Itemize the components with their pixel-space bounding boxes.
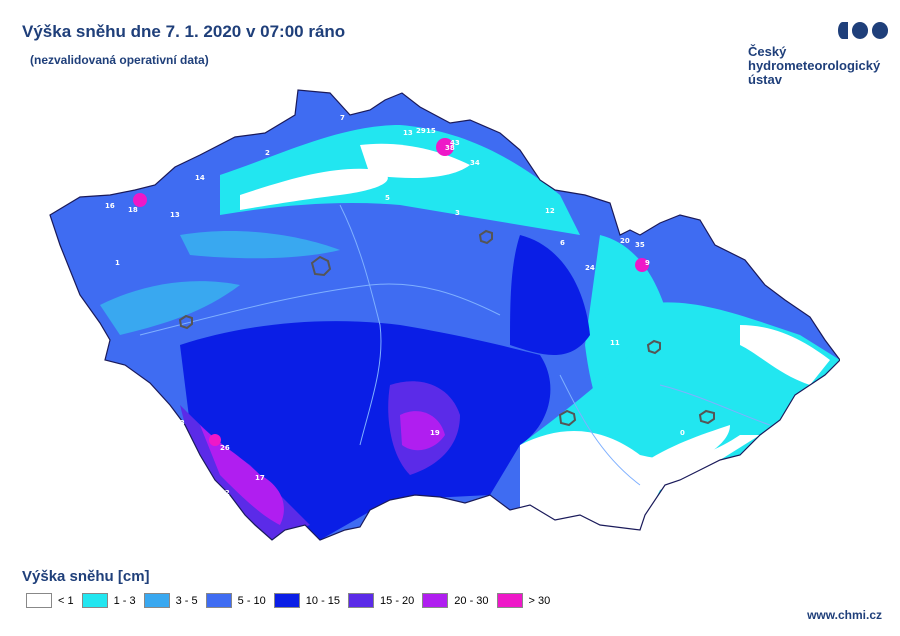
legend-swatch: [205, 593, 232, 608]
station-value: 9: [645, 259, 650, 267]
station-value: 7: [340, 114, 345, 122]
legend-swatch: [348, 593, 375, 608]
station-value: 17: [255, 474, 265, 482]
legend-swatch: [422, 593, 449, 608]
legend-item: < 1: [26, 593, 74, 608]
legend-label: 20 - 30: [454, 594, 489, 607]
station-value: 22: [220, 489, 230, 497]
station-value: 3: [455, 209, 460, 217]
logo-line-3: ústav: [748, 72, 782, 87]
page-title: Výška sněhu dne 7. 1. 2020 v 07:00 ráno: [22, 22, 346, 41]
station-value: 26: [220, 444, 230, 452]
legend-swatch: [143, 593, 170, 608]
legend-item: > 30: [496, 593, 551, 608]
station-value: 19: [430, 429, 440, 437]
city-praha: [310, 255, 332, 277]
legend-item: 1 - 3: [81, 593, 136, 608]
footer-link[interactable]: www.chmi.cz: [807, 608, 882, 622]
station-value: 38: [445, 144, 455, 152]
logo-line-1: Český: [748, 44, 787, 59]
station-value: 8: [384, 147, 389, 155]
station-value: 23: [175, 419, 185, 427]
legend-label: 15 - 20: [380, 594, 415, 607]
legend-label: 5 - 10: [237, 594, 266, 607]
station-value: 43: [450, 139, 460, 147]
city-zlin: [698, 409, 715, 425]
station-value: 13: [170, 211, 180, 219]
station-value: 18: [128, 206, 138, 214]
legend-title: Výška sněhu [cm]: [22, 568, 150, 585]
station-value: 0: [680, 429, 685, 437]
logo-mark-icon: [838, 22, 889, 39]
station-value: 12: [545, 207, 555, 215]
legend-item: 5 - 10: [205, 593, 266, 608]
station-value: 14: [195, 174, 205, 182]
legend-swatch: [26, 593, 52, 608]
station-value: 4: [420, 167, 425, 175]
legend: < 1 1 - 3 3 - 5 5 - 10 10 - 15 15 - 20 20 - 30…: [26, 593, 558, 608]
station-value: 24: [585, 264, 595, 272]
city-olomouc: [646, 339, 661, 355]
legend-item: 10 - 15: [273, 593, 341, 608]
legend-item: 15 - 20: [348, 593, 414, 608]
station-value: 1: [115, 259, 120, 267]
legend-label: 1 - 3: [113, 594, 136, 607]
station-value: 29: [416, 127, 426, 135]
station-value: 2: [265, 149, 270, 157]
chmi-logo[interactable]: Český hydrometeorologický ústav: [748, 22, 889, 87]
station-value: 5: [385, 194, 390, 202]
legend-label: 3 - 5: [175, 594, 198, 607]
station-value: 15: [426, 127, 436, 135]
station-value: 6: [560, 239, 565, 247]
page-subtitle: (nezvalidovaná operativní data): [30, 53, 209, 67]
station-value: 16: [105, 202, 115, 210]
station-value: 10: [128, 183, 138, 191]
station-value: 30: [190, 464, 200, 472]
city-plzen: [178, 314, 193, 330]
legend-label: > 30: [528, 594, 551, 607]
legend-swatch: [273, 593, 300, 608]
city-brno: [558, 409, 577, 427]
legend-label: < 1: [58, 594, 74, 607]
station-value: 20: [620, 237, 630, 245]
station-value: 34: [470, 159, 480, 167]
city-hradec: [478, 229, 493, 245]
station-value: 13: [403, 129, 413, 137]
station-value: 11: [610, 339, 620, 347]
logo-line-2: hydrometeorologický: [748, 58, 881, 73]
station-value: 35: [635, 241, 645, 249]
legend-item: 20 - 30: [422, 593, 489, 608]
legend-label: 10 - 15: [305, 594, 341, 607]
legend-item: 3 - 5: [143, 593, 198, 608]
legend-swatch: [81, 593, 108, 608]
legend-swatch: [496, 593, 523, 608]
